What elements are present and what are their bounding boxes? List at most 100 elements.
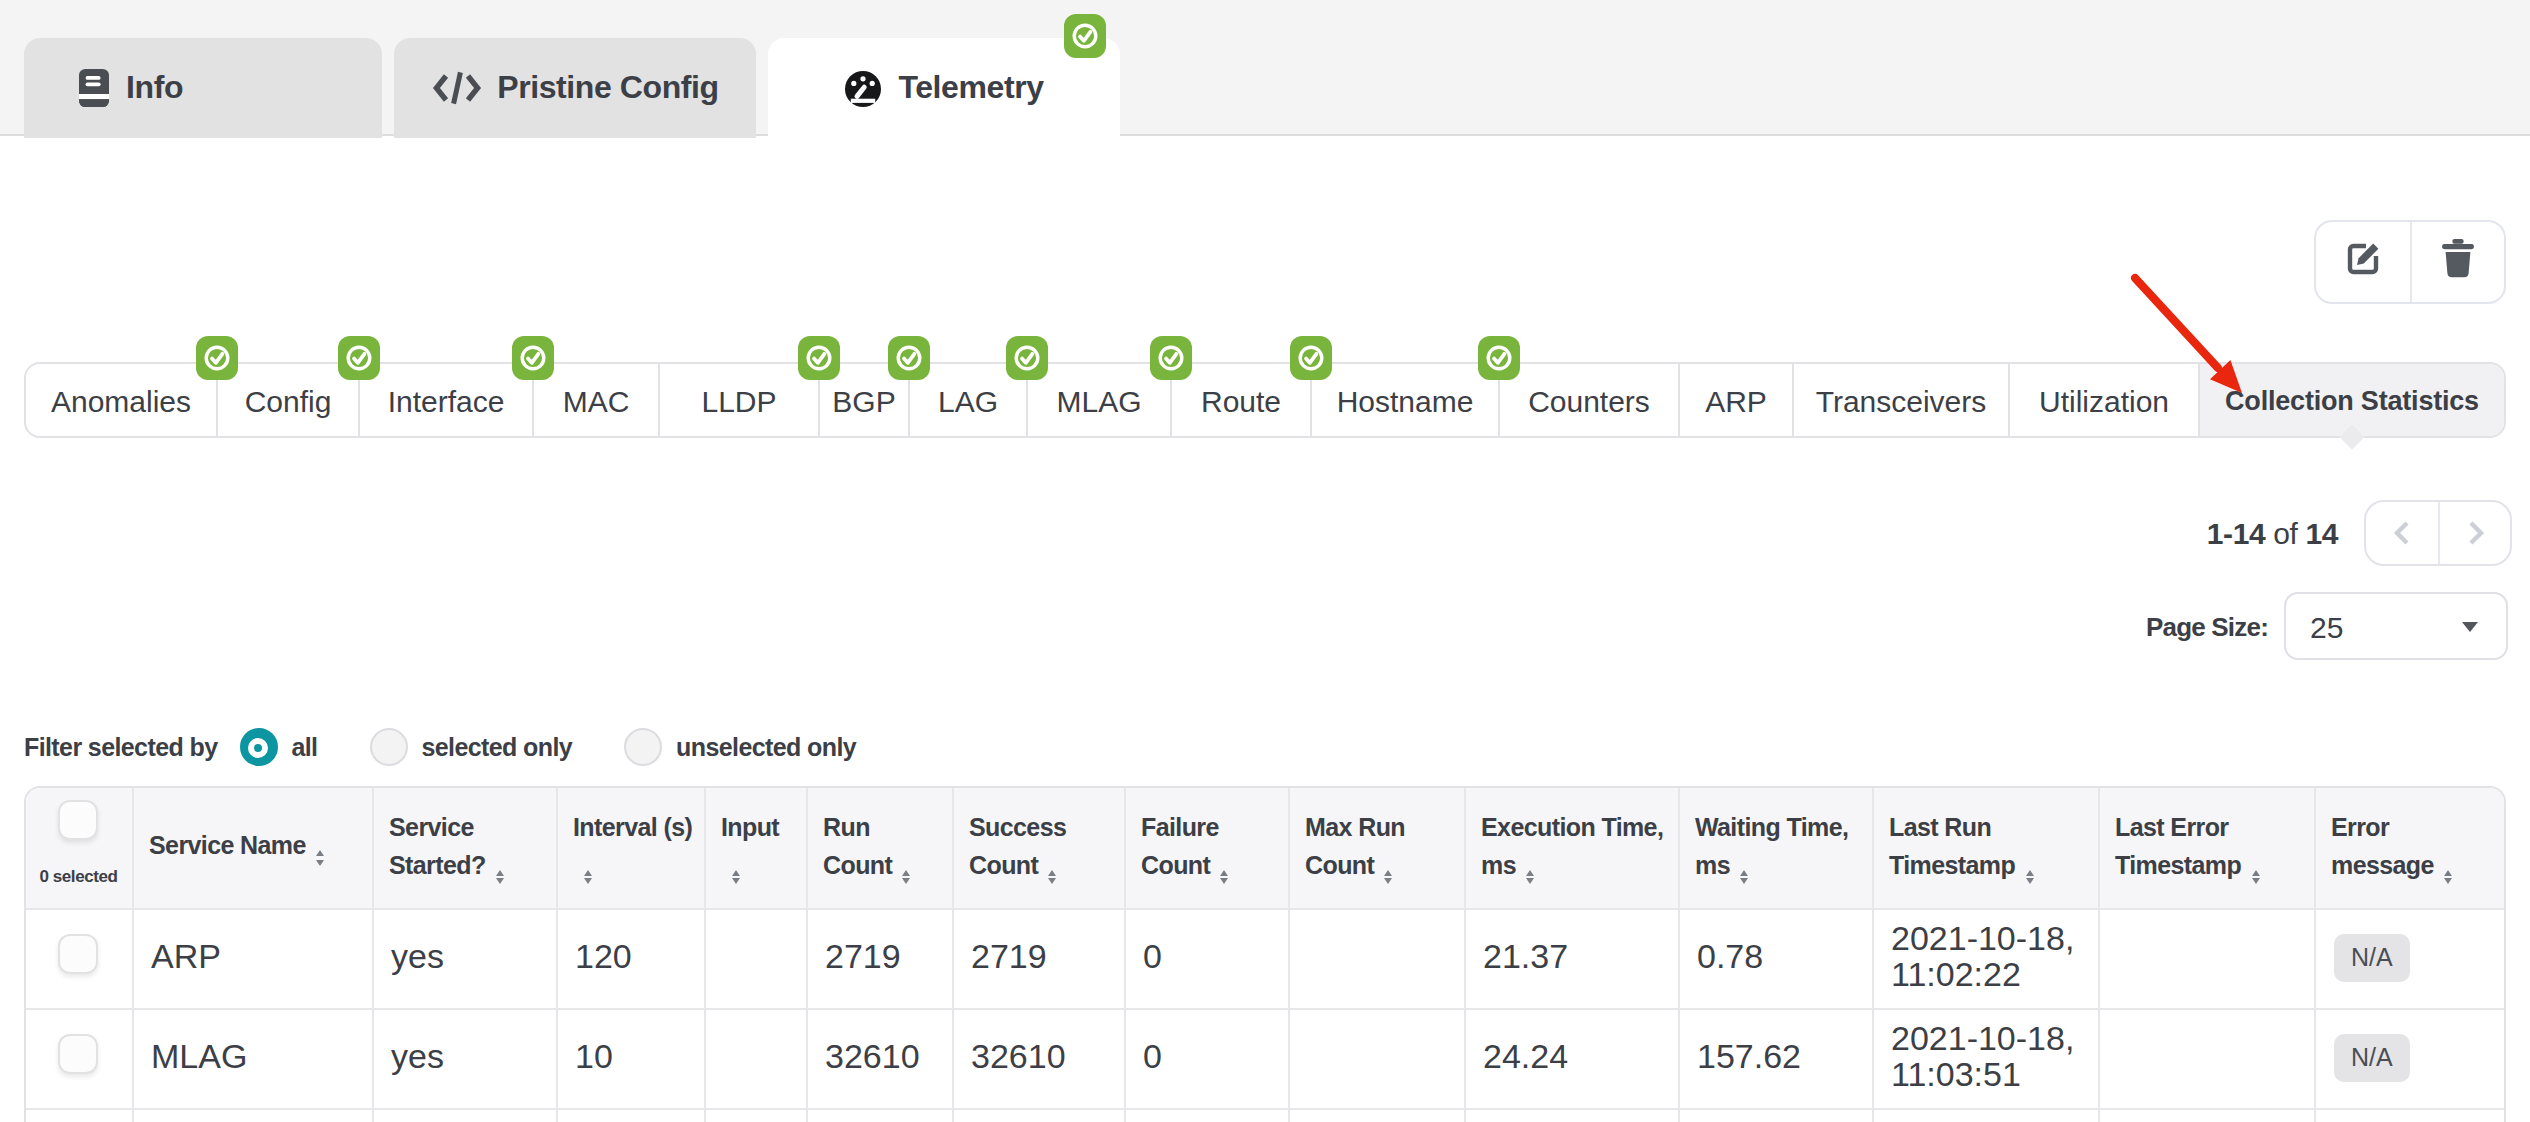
top-tab-pristine-config[interactable]: Pristine Config bbox=[394, 38, 756, 138]
cell: MLAG bbox=[132, 1008, 372, 1108]
filter-option-label: selected only bbox=[421, 733, 572, 761]
column-header-interval-s-[interactable]: Interval (s) bbox=[556, 788, 704, 908]
collection-statistics-table: 0 selected Service Name Service Started? In… bbox=[24, 786, 2506, 1122]
pagination: 1-14 of 14 bbox=[2207, 500, 2512, 566]
sort-icon bbox=[731, 870, 739, 885]
check-badge-icon bbox=[1064, 14, 1106, 58]
subtab-label: ARP bbox=[1705, 383, 1767, 417]
filter-option-unselected-only[interactable]: unselected only bbox=[624, 728, 856, 766]
cell bbox=[1288, 908, 1464, 1008]
column-label: Service Name bbox=[149, 833, 306, 861]
page-size-select[interactable]: 25 bbox=[2284, 592, 2508, 660]
radio-selected[interactable] bbox=[239, 728, 277, 766]
cell: 2719 bbox=[952, 908, 1124, 1008]
subtab-utilization[interactable]: Utilization bbox=[2010, 364, 2200, 436]
filter-bar: Filter selected by all selected only unsel… bbox=[24, 728, 908, 766]
filter-option-label: unselected only bbox=[676, 733, 856, 761]
filter-option-all[interactable]: all bbox=[239, 728, 317, 766]
check-badge-icon bbox=[1478, 336, 1520, 386]
top-tab-label: Pristine Config bbox=[497, 70, 719, 106]
filter-option-selected-only[interactable]: selected only bbox=[369, 728, 572, 766]
subtab-label: MAC bbox=[563, 383, 630, 417]
sort-icon bbox=[496, 870, 504, 885]
edit-button[interactable] bbox=[2316, 222, 2410, 302]
subtab-label: Interface bbox=[388, 383, 505, 417]
top-tab-info[interactable]: Info bbox=[24, 38, 382, 138]
subtab-route[interactable]: Route bbox=[1172, 364, 1312, 436]
cell: 120 bbox=[556, 908, 704, 1008]
radio-unselected[interactable] bbox=[624, 728, 662, 766]
error-message-badge: N/A bbox=[2333, 1034, 2411, 1082]
column-label: Waiting Time, ms bbox=[1695, 814, 1848, 880]
cell: 21.37 bbox=[1464, 908, 1678, 1008]
row-checkbox[interactable] bbox=[59, 934, 99, 974]
sort-icon bbox=[316, 851, 324, 866]
column-label: Execution Time, ms bbox=[1481, 814, 1663, 880]
column-label: Service Started? bbox=[389, 814, 486, 880]
cell: 32610 bbox=[952, 1008, 1124, 1108]
column-label: Input bbox=[721, 814, 779, 842]
top-tab-telemetry[interactable]: Telemetry bbox=[768, 38, 1120, 138]
column-header-run-count[interactable]: Run Count bbox=[806, 788, 952, 908]
trash-icon bbox=[2440, 238, 2476, 286]
top-tab-label: Info bbox=[126, 70, 183, 106]
column-header-success-count[interactable]: Success Count bbox=[952, 788, 1124, 908]
select-all-header: 0 selected bbox=[26, 788, 132, 908]
column-header-failure-count[interactable]: Failure Count bbox=[1124, 788, 1288, 908]
column-header-service-started-[interactable]: Service Started? bbox=[372, 788, 556, 908]
sort-icon bbox=[1384, 870, 1392, 885]
subtab-label: BGP bbox=[832, 383, 895, 417]
column-header-last-run-timestamp[interactable]: Last Run Timestamp bbox=[1872, 788, 2098, 908]
subtab-arp[interactable]: ARP bbox=[1680, 364, 1794, 436]
table-row-arp: ARPyes12027192719021.370.782021-10-18, 1… bbox=[26, 908, 2504, 1008]
sort-icon bbox=[1740, 870, 1748, 885]
edit-icon bbox=[2343, 238, 2383, 286]
cell: 2719 bbox=[806, 908, 952, 1008]
column-header-service-name[interactable]: Service Name bbox=[132, 788, 372, 908]
filter-label: Filter selected by bbox=[24, 733, 217, 761]
subtab-label: Utilization bbox=[2039, 383, 2169, 417]
cell bbox=[704, 908, 806, 1008]
sort-icon bbox=[902, 870, 910, 885]
subtab-hostname[interactable]: Hostname bbox=[1312, 364, 1500, 436]
column-header-input[interactable]: Input bbox=[704, 788, 806, 908]
radio-unselected[interactable] bbox=[369, 728, 407, 766]
column-header-waiting-time-ms[interactable]: Waiting Time, ms bbox=[1678, 788, 1872, 908]
subtab-label: MLAG bbox=[1056, 383, 1141, 417]
column-label: Last Error Timestamp bbox=[2115, 814, 2241, 880]
selected-count: 0 selected bbox=[30, 858, 127, 896]
select-all-checkbox[interactable] bbox=[59, 800, 99, 840]
prev-page-button[interactable] bbox=[2366, 502, 2438, 564]
sort-icon bbox=[2251, 870, 2259, 885]
next-page-button[interactable] bbox=[2438, 502, 2510, 564]
subtab-config[interactable]: Config bbox=[218, 364, 360, 436]
column-header-error-message[interactable]: Error message bbox=[2314, 788, 2504, 908]
page: InfoPristine ConfigTelemetry AnomaliesCo… bbox=[0, 0, 2530, 1122]
check-badge-icon bbox=[338, 336, 380, 386]
column-header-execution-time-ms[interactable]: Execution Time, ms bbox=[1464, 788, 1678, 908]
code-icon bbox=[431, 70, 481, 106]
cell: 32610 bbox=[806, 1008, 952, 1108]
row-checkbox[interactable] bbox=[59, 1034, 99, 1074]
subtab-mlag[interactable]: MLAG bbox=[1028, 364, 1172, 436]
sort-icon bbox=[2444, 870, 2452, 885]
column-header-last-error-timestamp[interactable]: Last Error Timestamp bbox=[2098, 788, 2314, 908]
table-row-partial bbox=[26, 1108, 2504, 1122]
sort-icon bbox=[1220, 870, 1228, 885]
subtab-counters[interactable]: Counters bbox=[1500, 364, 1680, 436]
column-header-max-run-count[interactable]: Max Run Count bbox=[1288, 788, 1464, 908]
subtab-label: Hostname bbox=[1337, 383, 1474, 417]
column-label: Run Count bbox=[823, 814, 892, 880]
subtab-anomalies[interactable]: Anomalies bbox=[26, 364, 218, 436]
subtab-interface[interactable]: Interface bbox=[360, 364, 534, 436]
cell: N/A bbox=[2314, 1008, 2504, 1108]
delete-button[interactable] bbox=[2410, 222, 2504, 302]
error-message-badge: N/A bbox=[2333, 934, 2411, 982]
subtab-lldp[interactable]: LLDP bbox=[660, 364, 820, 436]
subtab-collection-statistics[interactable]: Collection Statistics bbox=[2200, 364, 2504, 436]
page-size: Page Size: 25 bbox=[2146, 592, 2508, 660]
cell: yes bbox=[372, 1008, 556, 1108]
check-badge-icon bbox=[512, 336, 554, 386]
subtab-transceivers[interactable]: Transceivers bbox=[1794, 364, 2010, 436]
cell: 24.24 bbox=[1464, 1008, 1678, 1108]
